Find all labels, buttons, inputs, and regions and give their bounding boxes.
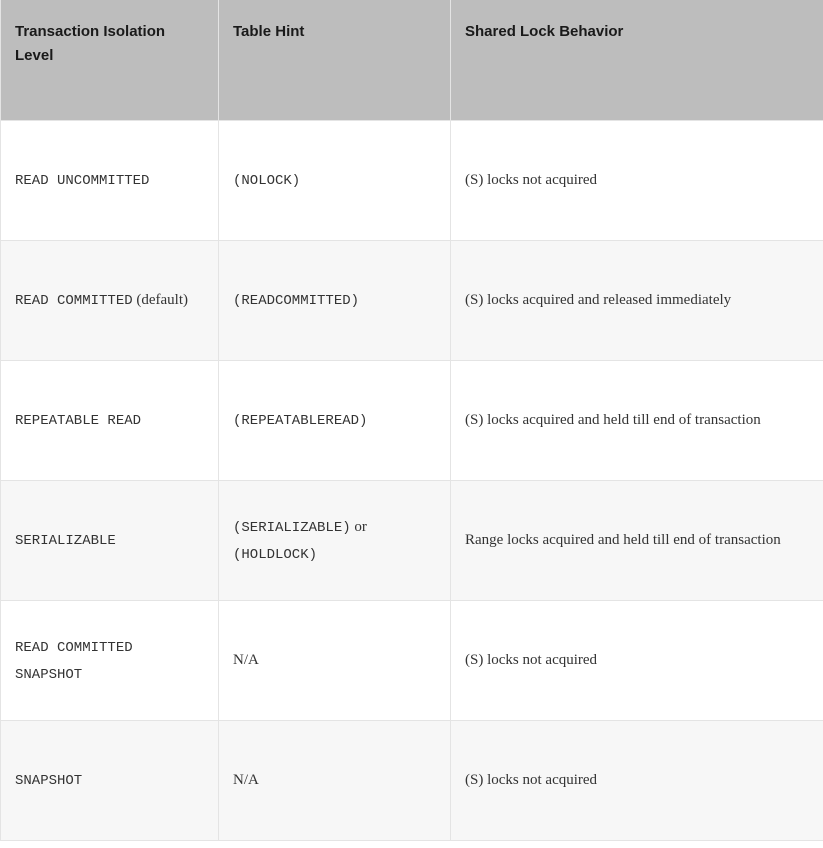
col-header-behavior: Shared Lock Behavior: [451, 0, 823, 121]
cell-isolation-level: READ UNCOMMITTED: [1, 121, 219, 241]
cell-isolation-level: SERIALIZABLE: [1, 481, 219, 601]
cell-table-hint: N/A: [219, 721, 451, 841]
cell-behavior: (S) locks acquired and released immediat…: [451, 241, 823, 361]
hint-text: N/A: [233, 652, 259, 668]
cell-table-hint: (READCOMMITTED): [219, 241, 451, 361]
isolation-level-code: SNAPSHOT: [15, 773, 82, 789]
hint-text: or: [351, 519, 367, 535]
isolation-level-suffix: (default): [133, 292, 188, 308]
table-row: READ COMMITTED SNAPSHOT N/A (S) locks not …: [1, 601, 823, 721]
cell-behavior: (S) locks not acquired: [451, 121, 823, 241]
cell-table-hint: (REPEATABLEREAD): [219, 361, 451, 481]
cell-isolation-level: READ COMMITTED SNAPSHOT: [1, 601, 219, 721]
table-body: READ UNCOMMITTED (NOLOCK) (S) locks not ac…: [1, 121, 823, 841]
cell-isolation-level: REPEATABLE READ: [1, 361, 219, 481]
cell-table-hint: (NOLOCK): [219, 121, 451, 241]
table-row: SERIALIZABLE (SERIALIZABLE) or (HOLDLOCK)…: [1, 481, 823, 601]
isolation-level-code: READ COMMITTED: [15, 293, 133, 309]
isolation-level-code: REPEATABLE READ: [15, 413, 141, 429]
cell-isolation-level: READ COMMITTED (default): [1, 241, 219, 361]
table-row: READ UNCOMMITTED (NOLOCK) (S) locks not ac…: [1, 121, 823, 241]
hint-code: (REPEATABLEREAD): [233, 413, 367, 429]
hint-code: (READCOMMITTED): [233, 293, 359, 309]
cell-isolation-level: SNAPSHOT: [1, 721, 219, 841]
table-row: REPEATABLE READ (REPEATABLEREAD) (S) locks…: [1, 361, 823, 481]
cell-behavior: (S) locks not acquired: [451, 601, 823, 721]
cell-table-hint: N/A: [219, 601, 451, 721]
cell-table-hint: (SERIALIZABLE) or (HOLDLOCK): [219, 481, 451, 601]
hint-code: (NOLOCK): [233, 173, 300, 189]
col-header-hint: Table Hint: [219, 0, 451, 121]
hint-code-2: (HOLDLOCK): [233, 547, 317, 563]
cell-behavior: (S) locks not acquired: [451, 721, 823, 841]
hint-code: (SERIALIZABLE): [233, 520, 351, 536]
cell-behavior: (S) locks acquired and held till end of …: [451, 361, 823, 481]
hint-text: N/A: [233, 772, 259, 788]
isolation-level-code: SERIALIZABLE: [15, 533, 116, 549]
table-header-row: Transaction Isolation Level Table Hint S…: [1, 0, 823, 121]
isolation-levels-table: Transaction Isolation Level Table Hint S…: [0, 0, 823, 841]
col-header-level: Transaction Isolation Level: [1, 0, 219, 121]
table-row: SNAPSHOT N/A (S) locks not acquired: [1, 721, 823, 841]
table-row: READ COMMITTED (default) (READCOMMITTED) (…: [1, 241, 823, 361]
isolation-level-code: READ UNCOMMITTED: [15, 173, 149, 189]
cell-behavior: Range locks acquired and held till end o…: [451, 481, 823, 601]
isolation-level-code: READ COMMITTED SNAPSHOT: [15, 640, 133, 683]
